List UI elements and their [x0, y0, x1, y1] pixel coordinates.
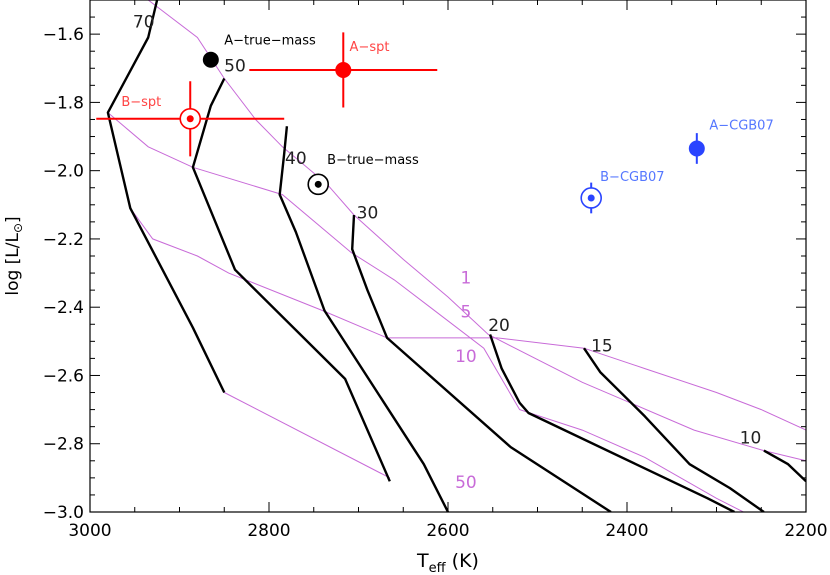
y-axis-label-close: ]: [3, 216, 23, 223]
point-B-spt-marker: [186, 115, 194, 123]
x-tick-label: 2200: [784, 521, 827, 541]
mass-track-label-30: 30: [357, 203, 379, 223]
point-B-spt: [96, 81, 285, 157]
point-A-true-mass: [202, 51, 219, 68]
y-tick-label: −3.0: [43, 503, 84, 523]
isochrone-label-1: 1: [460, 268, 471, 288]
x-axis-label: Teff (K): [416, 550, 479, 575]
x-tick-label: 2400: [605, 521, 648, 541]
y-tick-label: −2.2: [43, 230, 84, 250]
point-B-CGB07-marker: [587, 194, 595, 202]
mass-track-label-20: 20: [488, 316, 510, 336]
y-tick-label: −2.4: [43, 298, 84, 318]
mass-track-15-line: [583, 347, 765, 512]
mass-track-40-line: [278, 126, 450, 512]
point-label-A-spt: A−spt: [350, 40, 390, 55]
point-B-CGB07: [580, 182, 603, 214]
isochrone-1-line: [147, 0, 806, 462]
point-B-true-mass-marker: [314, 180, 322, 188]
mass-track-20-line: [488, 334, 735, 512]
y-tick-label: −2.8: [43, 435, 84, 455]
mass-track-50-line: [191, 77, 391, 482]
isochrone-50-line: [224, 392, 391, 479]
axis-layer: 3000 2800 2600 2400 2200 −1.6 −1.8 −2.0 −2.2 −2.4…: [43, 0, 828, 541]
y-tick-label: −1.6: [43, 25, 84, 45]
isochrone-layer: [107, 0, 806, 512]
mass-track-30-line: [351, 214, 612, 512]
y-axis-label-main: log [L/L: [3, 233, 23, 296]
point-B-true-mass: [307, 173, 330, 196]
y-axis-label-sun: ⊙: [11, 223, 25, 233]
mass-track-layer: [106, 0, 806, 512]
mass-track-label-50: 50: [224, 57, 246, 77]
isochrone-label-50: 50: [455, 473, 477, 493]
point-A-CGB07: [688, 133, 705, 164]
x-axis-label-sub: eff: [429, 561, 447, 575]
mass-track-label-70: 70: [133, 12, 155, 32]
point-label-B-CGB07: B−CGB07: [600, 170, 664, 185]
mass-track-10-line: [763, 449, 806, 483]
point-A-CGB07-marker: [688, 140, 705, 157]
point-label-A-CGB07: A−CGB07: [709, 119, 773, 134]
mass-track-label-10: 10: [740, 429, 762, 449]
y-tick-label: −2.6: [43, 366, 84, 386]
y-tick-label: −1.8: [43, 93, 84, 113]
point-A-true-mass-marker: [202, 51, 219, 68]
x-axis-label-main: T: [416, 550, 429, 572]
x-tick-label: 3000: [68, 521, 111, 541]
mass-track-label-40: 40: [285, 149, 307, 169]
x-axis-label-unit: (K): [452, 550, 479, 572]
point-A-spt-marker: [335, 61, 352, 78]
point-label-A-true-mass: A−true−mass: [224, 33, 316, 48]
x-tick-label: 2800: [247, 521, 290, 541]
x-tick-label: 2600: [426, 521, 469, 541]
isochrone-label-10: 10: [455, 347, 477, 367]
data-point-layer: [96, 32, 705, 214]
point-A-spt: [249, 32, 438, 108]
mass-track-70-line: [106, 0, 226, 394]
mass-track-label-15: 15: [591, 337, 613, 357]
isochrone-label-5: 5: [460, 302, 471, 322]
y-tick-label: −2.0: [43, 162, 84, 182]
isochrone-10-line: [129, 207, 806, 431]
point-label-B-spt: B−spt: [121, 95, 161, 110]
point-label-B-true-mass: B−true−mass: [327, 153, 419, 168]
y-axis-label: log [L/L⊙]: [3, 216, 25, 295]
